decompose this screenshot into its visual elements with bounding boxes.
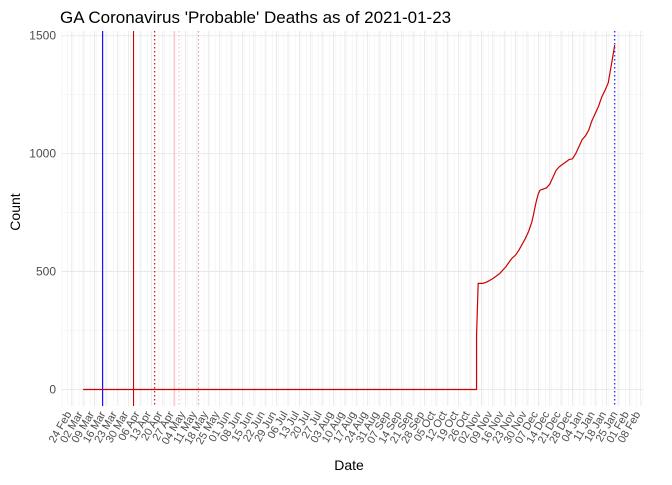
x-axis-label: Date bbox=[334, 457, 364, 473]
chart-title: GA Coronavirus 'Probable' Deaths as of 2… bbox=[60, 8, 451, 27]
y-axis-ticks: 0 500 1000 1500 bbox=[29, 29, 56, 397]
y-tick-label: 500 bbox=[36, 265, 56, 279]
y-tick-label: 1000 bbox=[29, 147, 56, 161]
y-tick-label: 1500 bbox=[29, 29, 56, 43]
series-layer bbox=[83, 45, 616, 391]
grid bbox=[61, 31, 644, 406]
series-line bbox=[83, 45, 616, 391]
y-tick-label: 0 bbox=[49, 382, 56, 396]
y-axis-label: Count bbox=[7, 193, 23, 230]
reference-lines bbox=[102, 31, 616, 406]
